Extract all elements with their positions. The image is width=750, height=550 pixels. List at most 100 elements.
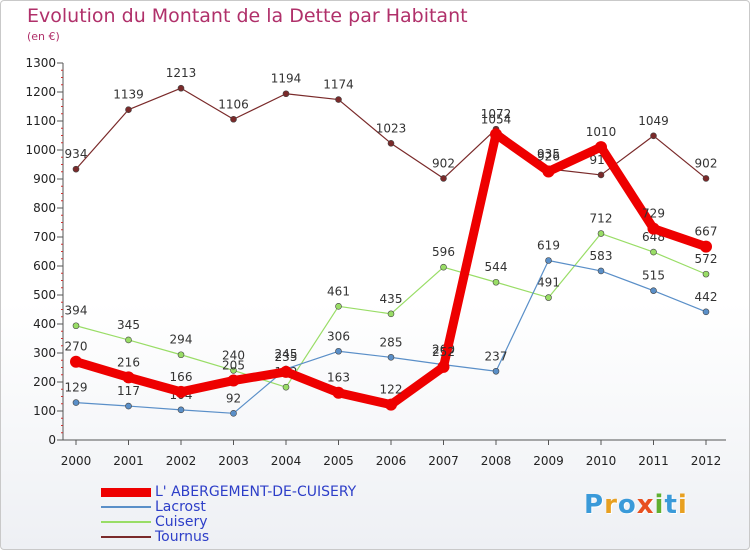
data-label: 1213 [166, 66, 197, 80]
data-label: 596 [432, 245, 455, 259]
x-tick-label: 2001 [113, 454, 144, 468]
data-label: 572 [695, 252, 718, 266]
data-label: 270 [65, 340, 88, 354]
data-point [177, 351, 185, 359]
x-tick-label: 2005 [323, 454, 354, 468]
data-point [437, 360, 450, 373]
data-point [177, 406, 185, 414]
data-label: 491 [537, 276, 560, 290]
legend-label: Lacrost [155, 499, 206, 515]
data-label: 252 [432, 345, 455, 359]
brand-letter: i [654, 490, 665, 520]
data-label: 1010 [586, 125, 617, 139]
y-tick-label: 1200 [25, 85, 56, 99]
data-label: 902 [432, 156, 455, 170]
data-point [597, 171, 605, 179]
data-point [597, 267, 605, 275]
data-point [702, 270, 710, 278]
data-point [702, 308, 710, 316]
x-tick-label: 2012 [691, 454, 722, 468]
data-label: 129 [65, 381, 88, 395]
data-point [440, 175, 447, 182]
data-label: 92 [226, 391, 241, 405]
data-point [702, 175, 710, 182]
data-label: 345 [117, 318, 140, 332]
x-tick-label: 2011 [638, 454, 669, 468]
data-label: 216 [117, 355, 140, 369]
x-tick-label: 2006 [376, 454, 407, 468]
data-point [122, 371, 135, 384]
data-label: 1049 [638, 114, 669, 128]
data-label: 1194 [271, 72, 302, 86]
data-point [700, 240, 712, 253]
x-tick-label: 2003 [218, 454, 249, 468]
data-label: 235 [275, 350, 298, 364]
data-label: 1072 [481, 107, 512, 121]
data-point [387, 354, 395, 361]
legend-swatch [101, 506, 151, 508]
data-point [125, 106, 132, 113]
brand-letter: i [677, 490, 688, 520]
y-tick-label: 1100 [25, 114, 56, 128]
legend-swatch [101, 487, 151, 497]
data-point [335, 303, 342, 310]
data-point [282, 383, 290, 391]
data-label: 1139 [113, 88, 144, 102]
y-tick-label: 700 [33, 230, 56, 244]
data-point [280, 365, 292, 378]
data-label: 935 [537, 147, 560, 161]
data-point [650, 132, 657, 140]
data-point [440, 263, 447, 271]
data-label: 237 [485, 349, 508, 363]
data-point [545, 257, 552, 264]
data-point [230, 410, 237, 417]
data-label: 902 [695, 156, 718, 170]
x-tick-label: 2007 [428, 454, 459, 468]
x-tick-label: 2002 [166, 454, 197, 468]
chart-title: Evolution du Montant de la Dette par Hab… [27, 5, 468, 27]
data-label: 1023 [376, 121, 407, 135]
data-point [72, 399, 80, 406]
data-point [332, 386, 345, 399]
x-tick-label: 2000 [61, 454, 92, 468]
data-label: 442 [695, 290, 718, 304]
y-tick-label: 400 [33, 317, 56, 331]
data-label: 934 [65, 147, 88, 161]
data-point [597, 230, 605, 237]
y-tick-label: 200 [33, 375, 56, 389]
data-point [72, 322, 80, 330]
data-point [387, 310, 395, 318]
x-tick-label: 2008 [481, 454, 512, 468]
legend-swatch [101, 521, 151, 523]
y-tick-label: 800 [33, 201, 56, 215]
data-label: 435 [380, 292, 403, 306]
data-label: 712 [590, 212, 613, 226]
data-label: 1174 [323, 78, 354, 92]
data-point [282, 90, 290, 98]
legend-label: Cuisery [155, 514, 208, 530]
legend-label: L' ABERGEMENT-DE-CUISERY [155, 484, 357, 500]
data-point [650, 287, 657, 294]
data-label: 1054 [481, 112, 512, 126]
data-label: 544 [485, 260, 508, 274]
series-line [71, 129, 711, 410]
data-label: 205 [222, 359, 245, 373]
y-tick-label: 1300 [25, 56, 56, 70]
data-point [230, 115, 237, 123]
data-label: 306 [327, 329, 350, 343]
data-label: 461 [327, 284, 350, 298]
y-tick-label: 100 [33, 404, 56, 418]
y-tick-label: 900 [33, 172, 56, 186]
brand-letter: x [636, 490, 655, 520]
x-tick-label: 2010 [586, 454, 617, 468]
data-point [175, 385, 187, 398]
data-point [595, 141, 607, 154]
data-label: 619 [537, 238, 560, 252]
data-point [72, 165, 80, 173]
data-label: 117 [117, 384, 140, 398]
data-point [227, 374, 240, 387]
data-point [387, 140, 395, 147]
y-tick-label: 0 [48, 433, 56, 447]
